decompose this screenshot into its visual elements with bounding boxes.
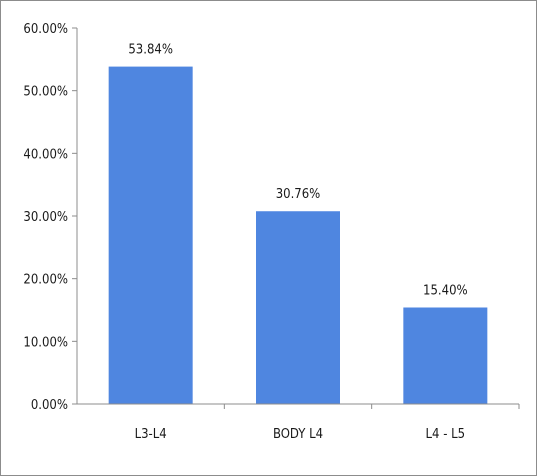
data-labels: 53.84% 30.76% 15.40% (128, 43, 467, 299)
bars (108, 66, 488, 405)
bar-value-label: 30.76% (276, 187, 321, 202)
bar (108, 66, 193, 405)
bar-value-label: 53.84% (128, 43, 173, 58)
y-tick-label: 50.00% (23, 85, 68, 100)
x-category-label: BODY L4 (273, 427, 323, 442)
y-tick-label: 40.00% (23, 147, 68, 162)
category-labels: L3-L4 BODY L4 L4 - L5 (135, 404, 520, 442)
y-tick-label: 0.00% (31, 398, 68, 413)
bar (256, 211, 340, 404)
y-tick-label: 20.00% (23, 273, 68, 288)
y-axis-ticks: 0.00% 10.00% 20.00% 30.00% 40.00% 50.00% 60.00… (23, 22, 77, 413)
x-category-label: L3-L4 (135, 427, 167, 442)
y-tick-label: 60.00% (23, 22, 68, 37)
y-tick-label: 10.00% (23, 335, 68, 350)
bar (403, 307, 488, 404)
y-tick-label: 30.00% (23, 210, 68, 225)
x-category-label: L4 - L5 (426, 427, 466, 442)
bar-value-label: 15.40% (423, 283, 468, 298)
